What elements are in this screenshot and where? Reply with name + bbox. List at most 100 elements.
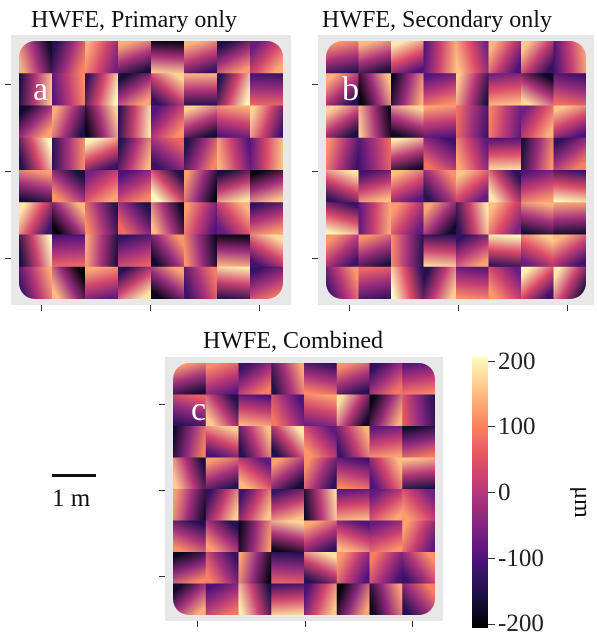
map-segment [336, 457, 371, 490]
map-segment [151, 202, 185, 236]
map-segment [423, 73, 457, 107]
map-segment [521, 41, 555, 74]
map-segment [336, 394, 371, 427]
colorbar-tick [488, 361, 495, 362]
map-segment [238, 394, 272, 427]
colorbar-label-0: 0 [498, 479, 511, 506]
map-segment [250, 170, 283, 203]
map-segment [391, 234, 425, 268]
panel-a-y-tick [5, 84, 11, 85]
map-segment [369, 489, 403, 522]
map-segment [271, 363, 305, 396]
map-segment [184, 137, 218, 171]
map-segment [19, 105, 53, 139]
map-segment [553, 41, 586, 74]
map-segment [238, 426, 272, 459]
map-segment [151, 41, 185, 74]
map-segment [238, 552, 272, 585]
map-segment [173, 457, 207, 490]
map-segment [52, 234, 86, 268]
map-segment [391, 105, 425, 139]
map-segment [173, 583, 207, 615]
map-segment [238, 363, 272, 396]
map-segment [184, 234, 218, 268]
map-segment [391, 202, 425, 236]
panel-a-x-tick [259, 305, 260, 311]
map-segment [402, 552, 435, 585]
map-segment [369, 394, 403, 427]
map-segment [118, 202, 152, 236]
map-segment [553, 105, 586, 139]
map-segment [304, 363, 338, 396]
map-segment [217, 266, 251, 299]
map-segment [271, 583, 305, 615]
map-segment [423, 105, 457, 139]
map-segment [19, 137, 53, 171]
map-segment [553, 234, 586, 268]
map-segment [52, 266, 86, 299]
panel-a-map: a [11, 35, 291, 305]
map-segment [326, 234, 360, 268]
map-segment [521, 105, 555, 139]
map-segment [217, 137, 251, 171]
map-segment [217, 41, 251, 74]
map-segment [402, 363, 435, 396]
panel-b-x-tick [349, 305, 350, 311]
map-segment [488, 73, 522, 107]
colorbar-unit: μm [568, 486, 595, 518]
map-segment [151, 170, 185, 203]
map-segment [553, 266, 586, 299]
map-segment [326, 41, 360, 74]
scale-bar-label: 1 m [52, 485, 91, 512]
map-segment [358, 170, 392, 203]
map-segment [85, 202, 119, 236]
map-segment [488, 170, 522, 203]
map-segment [456, 73, 490, 107]
map-segment [250, 41, 283, 74]
map-segment [205, 457, 240, 490]
map-segment [358, 105, 392, 139]
map-segment [151, 105, 185, 139]
map-segment [52, 170, 86, 203]
map-segment [391, 41, 425, 74]
map-segment [52, 137, 86, 171]
map-segment [488, 234, 522, 268]
colorbar-label-neg200: -200 [498, 610, 544, 637]
panel-b-title: HWFE, Secondary only [322, 7, 552, 33]
map-segment [250, 105, 283, 139]
map-segment [205, 520, 240, 553]
map-segment [488, 137, 522, 171]
map-segment [271, 457, 305, 490]
map-segment [173, 489, 207, 522]
map-segment [336, 426, 371, 459]
colorbar-label-neg100: -100 [498, 545, 544, 572]
map-segment [151, 234, 185, 268]
colorbar-label-200: 200 [498, 348, 536, 375]
map-segment [304, 520, 338, 553]
colorbar-tick [488, 624, 495, 625]
map-segment [553, 73, 586, 107]
panel-c-x-tick [197, 621, 198, 627]
panel-a-x-tick [150, 305, 151, 311]
map-segment [304, 583, 338, 615]
panel-a-x-tick [41, 305, 42, 311]
map-segment [553, 202, 586, 236]
map-segment [456, 202, 490, 236]
map-segment [118, 73, 152, 107]
map-segment [423, 137, 457, 171]
map-segment [85, 137, 119, 171]
map-segment [456, 137, 490, 171]
map-segment [521, 202, 555, 236]
map-segment [488, 105, 522, 139]
map-segment [553, 137, 586, 171]
map-segment [336, 520, 371, 553]
map-segment [336, 489, 371, 522]
map-segment [184, 41, 218, 74]
map-segment [118, 105, 152, 139]
panel-c-map: c [165, 357, 443, 621]
map-segment [151, 137, 185, 171]
map-segment [118, 234, 152, 268]
map-segment [488, 202, 522, 236]
map-segment [521, 266, 555, 299]
map-segment [369, 457, 403, 490]
